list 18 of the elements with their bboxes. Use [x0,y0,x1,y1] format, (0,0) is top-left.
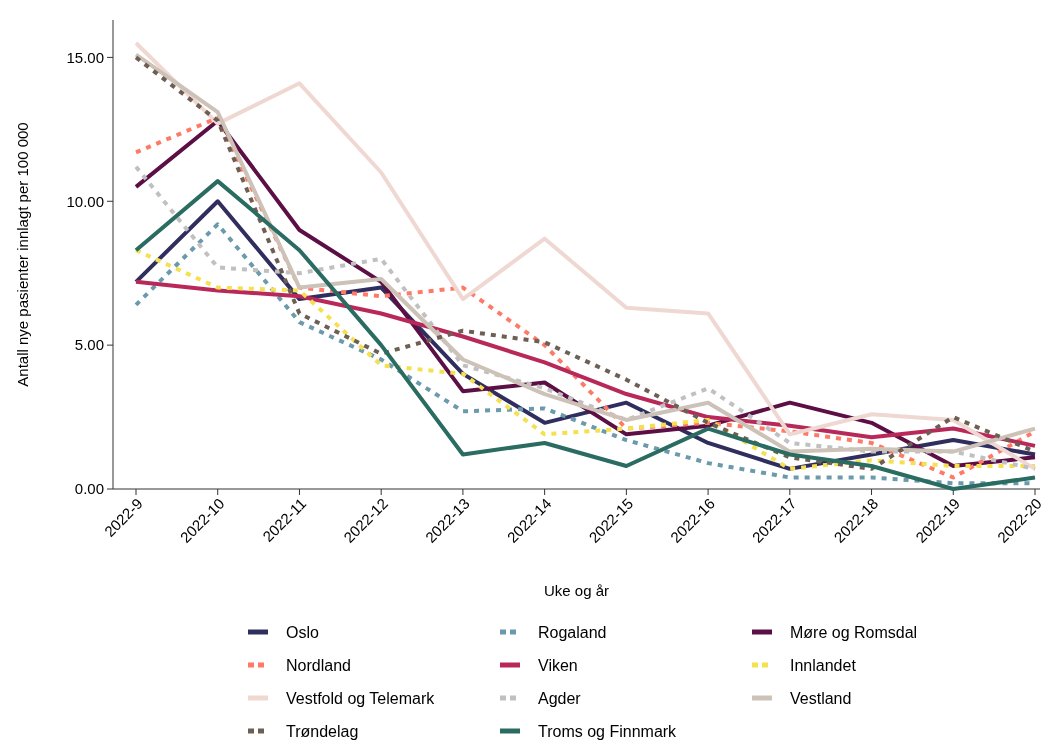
legend-label: Nordland [286,656,351,674]
legend-label: Vestfold og Telemark [286,689,436,707]
legend-label: Oslo [286,623,319,641]
legend-label: Vestland [790,689,852,707]
legend-label: Møre og Romsdal [790,623,918,641]
y-tick-label: 0.00 [74,480,104,498]
legend-label: Rogaland [538,623,607,641]
legend-label: Innlandet [790,656,857,674]
legend-label: Viken [538,656,578,674]
y-tick-label: 5.00 [74,336,104,354]
x-axis-title: Uke og år [543,582,610,599]
line-series [134,248,1037,471]
legend-label: Agder [538,689,582,707]
legend-label: Trøndelag [286,722,359,740]
y-tick-label: 15.00 [66,48,104,66]
y-tick-label: 10.00 [66,192,104,210]
legend-label: Troms og Finnmark [538,722,678,740]
y-axis-title: Antall nye pasienter innlagt per 100 000 [14,122,31,387]
